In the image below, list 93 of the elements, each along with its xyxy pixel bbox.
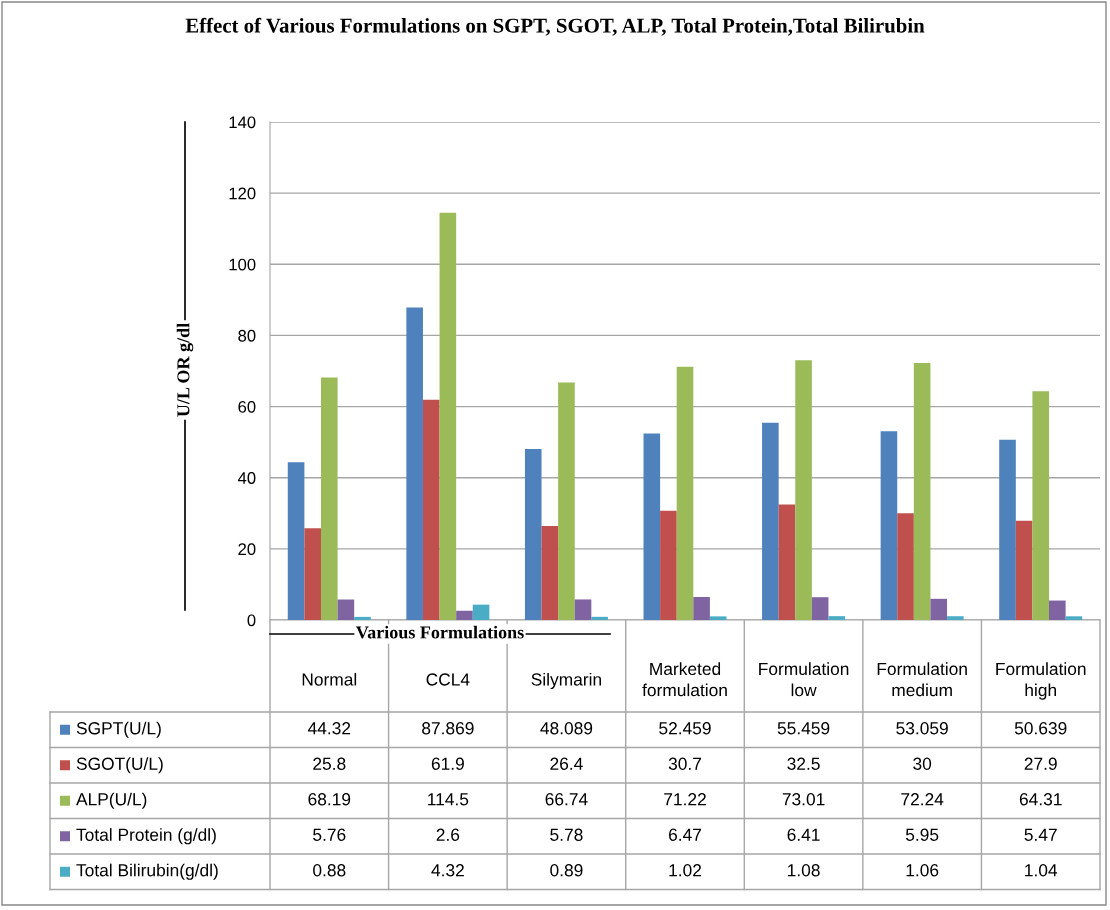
- bar: [422, 399, 440, 620]
- data-label: 5.76: [313, 828, 346, 841]
- data-label: 1.04: [1025, 864, 1058, 877]
- data-label: 68.19: [308, 793, 351, 806]
- bar: [947, 616, 964, 620]
- data-label: 44.32: [307, 722, 351, 735]
- data-label: 52.459: [659, 722, 711, 735]
- data-label: 30.7: [668, 757, 702, 770]
- data-label: 6.41: [787, 828, 820, 841]
- bar: [354, 616, 371, 620]
- legend-label: SGPT(U/L): [76, 721, 161, 738]
- data-label: 72.24: [901, 793, 944, 806]
- bar: [660, 510, 677, 620]
- bar: [676, 366, 694, 620]
- data-label: 27.9: [1024, 757, 1057, 770]
- x-axis-title: Various Formulations: [356, 625, 524, 639]
- bar: [1049, 600, 1066, 620]
- bar: [558, 382, 575, 620]
- bar: [1032, 391, 1050, 620]
- bar: [439, 212, 457, 620]
- bar: [693, 596, 710, 620]
- data-label: 1.06: [906, 864, 939, 877]
- data-label: 26.4: [550, 757, 583, 770]
- x-tick-label: CCL4: [426, 673, 470, 686]
- bar: [778, 504, 796, 620]
- bar: [1015, 520, 1033, 620]
- bar: [456, 610, 473, 620]
- data-label: 55.459: [777, 722, 830, 735]
- x-tick-label: Marketed formulation: [642, 662, 727, 697]
- legend-label: Total Protein (g/dl): [76, 828, 216, 845]
- y-tick-label: 100: [229, 258, 256, 271]
- data-label: 25.8: [313, 757, 346, 770]
- bar: [472, 604, 490, 620]
- bar: [1065, 616, 1083, 620]
- data-label: 1.08: [788, 864, 820, 877]
- data-label: 64.31: [1019, 793, 1062, 806]
- data-label: 50.639: [1014, 722, 1067, 735]
- bar: [913, 363, 931, 620]
- bar: [897, 513, 914, 620]
- chart-title: Effect of Various Formulations on SGPT, SGOT, ALP, Total Protein,Total Bilirubin: [185, 17, 925, 36]
- bar: [304, 528, 321, 620]
- bar: [762, 422, 779, 620]
- data-label: 114.5: [428, 793, 469, 806]
- data-label: 0.89: [550, 864, 583, 877]
- bar: [930, 598, 948, 620]
- bar: [643, 433, 661, 620]
- y-tick-label: 140: [229, 116, 256, 129]
- bar: [524, 448, 542, 620]
- bar: [337, 599, 355, 620]
- data-label: 4.32: [431, 864, 464, 877]
- x-tick-label: Formulation medium: [877, 662, 967, 697]
- y-tick-label: 80: [238, 329, 256, 342]
- legend-label: ALP(U/L): [76, 792, 147, 809]
- data-label: 87.869: [422, 722, 474, 735]
- y-tick-label: 120: [229, 187, 256, 200]
- bar: [541, 526, 559, 620]
- bar: [320, 377, 338, 620]
- data-label: 32.5: [787, 757, 820, 770]
- bar: [999, 439, 1016, 620]
- bar: [591, 616, 608, 620]
- data-label: 2.6: [436, 828, 460, 841]
- data-label: 1.02: [669, 864, 702, 877]
- y-tick-label: 0: [247, 614, 256, 627]
- data-label: 5.47: [1024, 828, 1057, 841]
- bar: [574, 599, 592, 620]
- data-label: 71.22: [664, 793, 706, 806]
- data-label: 5.78: [550, 828, 583, 841]
- data-label: 73.01: [782, 793, 825, 806]
- data-label: 30: [913, 757, 932, 770]
- data-label: 5.95: [905, 828, 939, 841]
- bar: [828, 616, 846, 620]
- bar: [406, 307, 423, 620]
- data-label: 61.9: [431, 757, 464, 770]
- bar: [880, 431, 898, 620]
- data-label: 48.089: [540, 722, 593, 735]
- y-tick-label: 40: [237, 472, 256, 484]
- bar: [811, 597, 829, 620]
- x-tick-label: Formulation low: [759, 662, 849, 697]
- data-label: 66.74: [545, 793, 588, 806]
- x-tick-label: Normal: [302, 672, 357, 686]
- y-tick-label: 20: [238, 543, 256, 556]
- data-label: 6.47: [668, 828, 702, 841]
- x-tick-label: Silymarin: [531, 672, 601, 690]
- y-tick-label: 60: [238, 400, 256, 413]
- bar: [795, 360, 812, 620]
- x-tick-label: Formulation high: [996, 662, 1086, 700]
- bar: [287, 462, 305, 620]
- data-label: 53.059: [896, 722, 948, 735]
- data-label: 0.88: [313, 864, 346, 877]
- y-axis-title: U/L OR g/dl: [176, 323, 194, 417]
- legend-label: SGOT(U/L): [76, 757, 163, 774]
- bar: [709, 616, 727, 620]
- legend-label: Total Bilirubin(g/dl): [76, 863, 218, 880]
